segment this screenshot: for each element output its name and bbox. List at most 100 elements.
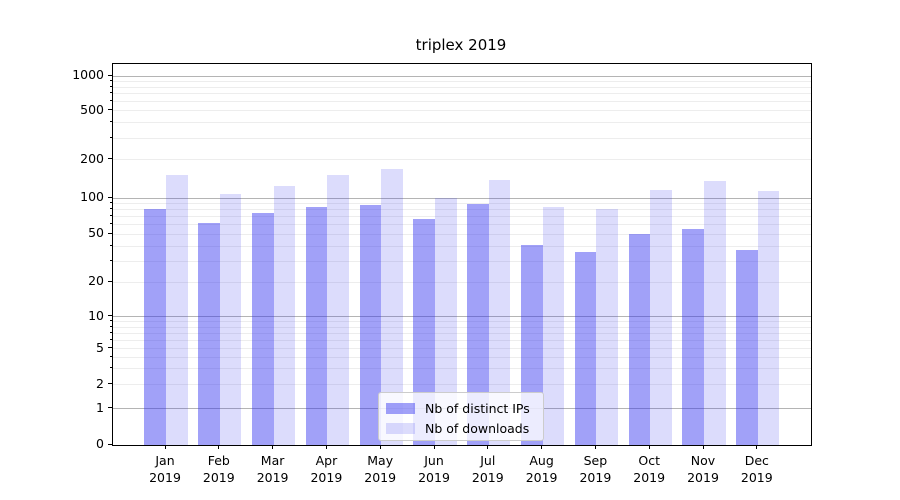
y-minor-tick-mark (110, 383, 112, 385)
y-gridline-major (113, 75, 811, 77)
y-gridline-minor (113, 245, 811, 247)
bar-distinct-ips (252, 213, 274, 445)
y-gridline-minor (113, 93, 811, 95)
y-minor-tick-mark (110, 280, 112, 282)
x-tick-month: Jun (424, 453, 444, 468)
bar-distinct-ips (413, 219, 435, 445)
y-gridline-minor (113, 321, 811, 323)
bar-distinct-ips (467, 204, 489, 445)
y-gridline-minor (113, 110, 811, 112)
bar-downloads (273, 186, 296, 445)
legend-label: Nb of distinct IPs (425, 401, 530, 416)
y-tick-label: 500 (80, 101, 104, 117)
x-tick-mark (487, 445, 489, 449)
x-tick-month: Jul (480, 453, 496, 468)
x-tick-label: Mar 2019 (243, 453, 303, 486)
bar-downloads (596, 209, 618, 445)
legend-swatch (386, 403, 415, 414)
y-gridline-minor (113, 384, 811, 386)
y-gridline-minor (113, 86, 811, 88)
y-gridline-minor (113, 281, 811, 283)
x-tick-label: Apr 2019 (296, 453, 356, 486)
y-minor-tick-mark (110, 338, 112, 340)
bar-downloads (166, 175, 188, 445)
y-minor-tick-mark (110, 208, 112, 210)
bar-downloads (219, 193, 242, 445)
bar-distinct-ips (574, 251, 597, 445)
bar-downloads (327, 175, 349, 445)
chart-title: triplex 2019 (415, 36, 507, 54)
x-tick-label: Jan 2019 (135, 453, 195, 486)
x-tick-label: Feb 2019 (189, 453, 249, 486)
x-tick-year: 2019 (740, 469, 773, 485)
y-minor-tick-mark (110, 80, 112, 81)
x-tick-mark (218, 445, 220, 449)
x-tick-mark (433, 445, 435, 449)
x-tick-year: 2019 (256, 469, 289, 485)
bar-distinct-ips (144, 208, 166, 445)
y-tick-label: 1000 (72, 67, 104, 83)
bar-downloads (704, 181, 726, 445)
x-tick-year: 2019 (471, 469, 504, 485)
y-gridline-minor (113, 326, 811, 328)
bar-distinct-ips (359, 204, 382, 445)
y-gridline-minor (113, 348, 811, 350)
y-gridline-minor (113, 356, 811, 358)
x-tick-year: 2019 (364, 469, 397, 485)
y-tick-label: 1 (96, 399, 104, 415)
x-tick-label: Oct 2019 (619, 453, 679, 486)
x-tick-label: Dec 2019 (727, 453, 787, 486)
y-gridline-major (113, 316, 811, 318)
x-tick-year: 2019 (310, 469, 343, 485)
plot-area (112, 63, 812, 446)
x-tick-month: Apr (315, 453, 338, 468)
y-gridline-minor (113, 137, 811, 139)
legend-swatch (386, 423, 415, 434)
y-tick-mark (108, 196, 112, 198)
x-tick-month: Oct (638, 453, 660, 468)
y-minor-tick-mark (110, 223, 112, 225)
bar-distinct-ips (305, 207, 328, 445)
y-gridline-minor (113, 81, 811, 82)
y-minor-tick-mark (110, 109, 112, 111)
x-tick-month: May (367, 453, 394, 468)
x-tick-year: 2019 (579, 469, 612, 485)
x-tick-month: Jan (155, 453, 175, 468)
y-minor-tick-mark (110, 158, 112, 160)
x-tick-year: 2019 (418, 469, 450, 485)
x-tick-mark (702, 445, 704, 449)
x-tick-year: 2019 (687, 469, 719, 485)
y-minor-tick-mark (110, 320, 112, 322)
x-tick-mark (325, 445, 327, 449)
y-gridline-major (113, 197, 811, 199)
y-tick-label: 10 (88, 307, 104, 323)
y-gridline-minor (113, 233, 811, 235)
y-minor-tick-mark (110, 347, 112, 349)
y-tick-mark (108, 443, 112, 445)
y-minor-tick-mark (110, 259, 112, 261)
bar-distinct-ips (628, 234, 651, 445)
legend-item: Nb of distinct IPs (386, 399, 543, 418)
y-gridline-minor (113, 339, 811, 341)
y-minor-tick-mark (110, 85, 112, 87)
y-gridline-minor (113, 260, 811, 262)
x-tick-month: Aug (529, 453, 554, 468)
x-tick-label: Aug 2019 (512, 453, 572, 486)
y-minor-tick-mark (110, 331, 112, 333)
legend: Nb of distinct IPs Nb of downloads (378, 392, 544, 441)
y-tick-label: 200 (80, 150, 104, 166)
x-tick-mark (648, 445, 650, 449)
y-tick-label: 100 (80, 189, 104, 205)
bar-distinct-ips (198, 223, 220, 445)
bar-downloads (757, 191, 780, 445)
y-minor-tick-mark (110, 136, 112, 138)
y-tick-label: 20 (88, 273, 104, 289)
x-tick-label: May 2019 (350, 453, 410, 486)
x-tick-month: Mar (260, 453, 285, 468)
y-gridline-minor (113, 368, 811, 370)
y-gridline-minor (113, 332, 811, 334)
y-minor-tick-mark (110, 121, 112, 123)
x-tick-mark (594, 445, 596, 449)
y-tick-label: 5 (96, 339, 104, 355)
x-tick-mark (379, 445, 381, 449)
